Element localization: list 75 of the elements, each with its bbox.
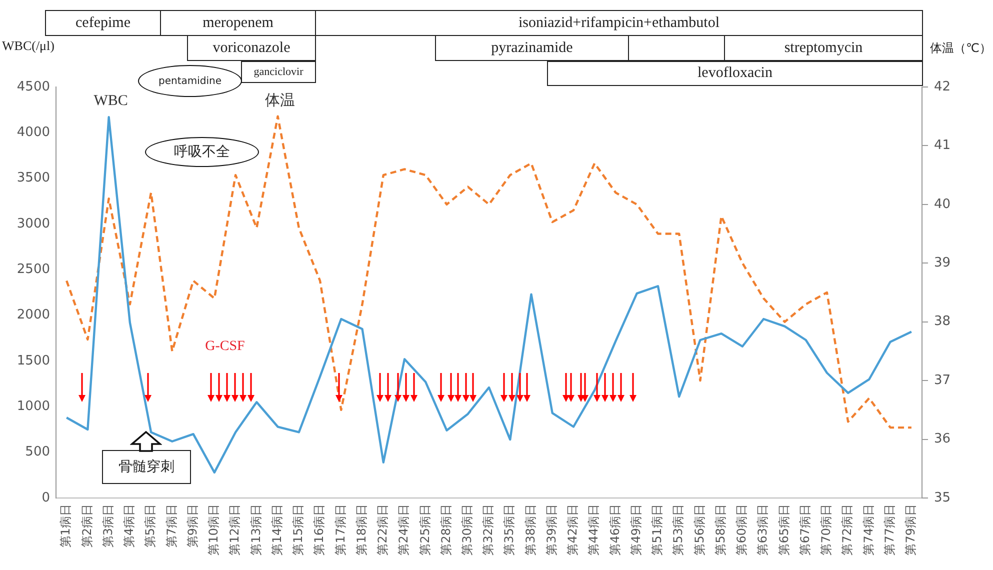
y-tick-label: 500	[25, 444, 50, 460]
text: pyrazinamide	[435, 35, 629, 61]
text: levofloxacin	[547, 61, 923, 86]
x-tick-label: 第17病日	[333, 504, 348, 556]
x-tick-label: 第70病日	[819, 504, 834, 556]
y2-tick-label: 42	[934, 79, 951, 94]
x-tick-label: 第56病日	[692, 504, 706, 556]
x-tick-label: 第49病日	[628, 504, 643, 556]
text: streptomycin	[724, 35, 923, 61]
text: isoniazid+rifampicin+ethambutol	[315, 10, 923, 36]
x-tick-label: 第10病日	[206, 504, 221, 556]
y2-tick-label: 40	[934, 196, 951, 212]
y-tick-label: 1000	[16, 399, 50, 414]
x-tick-label: 第60病日	[734, 504, 749, 556]
x-tick-label: 第15病日	[291, 504, 306, 556]
annotation: 骨髄穿刺	[102, 450, 191, 484]
x-tick-label: 第25病日	[418, 504, 432, 556]
text: ganciclovir	[241, 61, 316, 83]
text: voriconazole	[187, 35, 316, 61]
x-tick-label: 第58病日	[713, 504, 728, 556]
x-tick-label: 第46病日	[608, 504, 622, 556]
y-tick-label: 4000	[16, 125, 50, 140]
y-tick-label: 3500	[16, 170, 50, 186]
y2-tick-label: 35	[934, 490, 951, 506]
x-tick-label: 第67病日	[798, 504, 812, 556]
x-tick-label: 第4病日	[122, 504, 136, 548]
y-tick-label: 1500	[16, 353, 50, 368]
x-tick-label: 第12病日	[228, 504, 242, 556]
text: meropenem	[160, 10, 316, 36]
x-tick-label: 第72病日	[840, 504, 854, 556]
x-tick-label: 第7病日	[164, 504, 178, 548]
x-tick-label: 第14病日	[270, 504, 284, 556]
x-tick-label: 第79病日	[904, 504, 918, 556]
x-tick-label: 第13病日	[248, 504, 263, 556]
y2-axis-title: 体温（℃）	[930, 40, 992, 56]
y2-tick-label: 38	[934, 314, 951, 330]
y-tick-label: 3000	[16, 216, 50, 232]
y2-tick-label: 41	[934, 138, 951, 154]
y-axis-title: WBC(/μl)	[2, 37, 56, 55]
x-tick-label: 第51病日	[650, 504, 664, 556]
x-tick-label: 第3病日	[100, 504, 115, 548]
x-tick-label: 第44病日	[586, 504, 601, 556]
x-tick-label: 第65病日	[776, 504, 791, 556]
x-tick-label: 第16病日	[312, 504, 326, 556]
y-tick-label: 4500	[16, 79, 50, 94]
x-tick-label: 第18病日	[354, 504, 368, 556]
text: cefepime	[45, 10, 161, 36]
x-tick-label: 第30病日	[460, 504, 474, 556]
x-tick-label: 第2病日	[80, 504, 94, 548]
x-tick-label: 第28病日	[438, 504, 453, 556]
series-label: 体温	[264, 92, 295, 109]
x-tick-label: 第24病日	[396, 504, 411, 556]
x-tick-label: 第39病日	[544, 504, 558, 556]
y-tick-label: 2500	[16, 262, 50, 278]
x-tick-label: 第5病日	[143, 504, 158, 548]
annotation: G-CSF	[204, 338, 246, 356]
y2-tick-label: 37	[934, 372, 951, 388]
y-tick-label: 2000	[16, 308, 50, 323]
x-tick-label: 第42病日	[566, 504, 580, 556]
x-tick-label: 第22病日	[376, 504, 390, 556]
annotation: pentamidine	[138, 65, 242, 97]
x-tick-label: 第74病日	[861, 504, 876, 556]
series-label: WBC	[94, 92, 128, 109]
x-tick-label: 第35病日	[502, 504, 516, 556]
x-tick-label: 第77病日	[882, 504, 896, 556]
y2-tick-label: 36	[934, 432, 951, 447]
y-tick-label: 0	[42, 490, 50, 506]
y2-tick-label: 39	[934, 256, 951, 271]
x-tick-label: 第32病日	[481, 504, 496, 556]
annotation: 呼吸不全	[145, 137, 259, 167]
x-tick-label: 第38病日	[523, 504, 538, 556]
x-tick-label: 第63病日	[756, 504, 770, 556]
x-tick-label: 第53病日	[671, 504, 686, 556]
x-tick-label: 第9病日	[185, 504, 200, 548]
x-tick-label: 第1病日	[58, 504, 73, 548]
